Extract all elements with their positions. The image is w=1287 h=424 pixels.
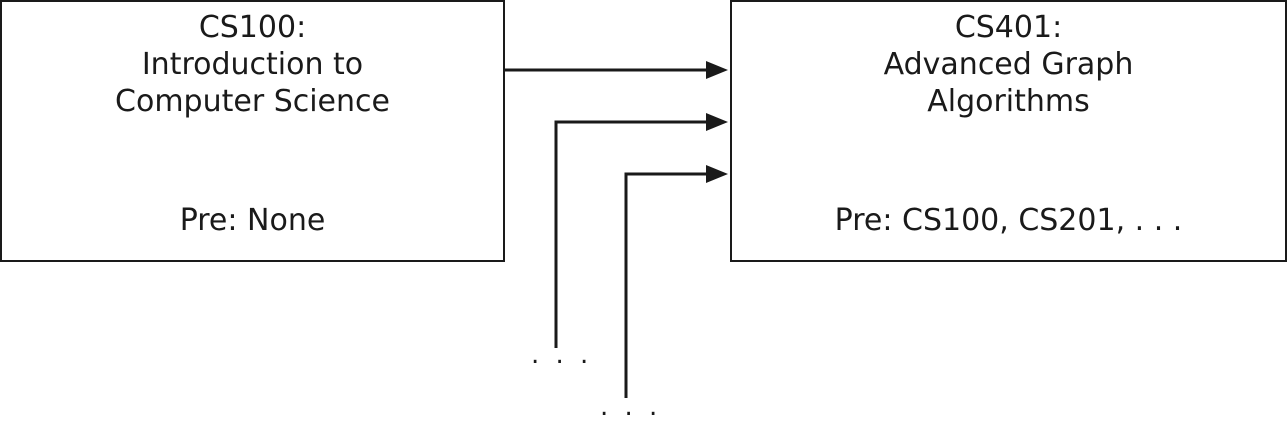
course-node-cs100: CS100: Introduction to Computer Science … — [0, 0, 505, 262]
prerequisites-cs401: Pre: CS100, CS201, . . . — [834, 203, 1183, 238]
edge-prereq-1-to-cs401 — [554, 120, 708, 348]
course-title-cs401: CS401: Advanced Graph Algorithms — [732, 9, 1285, 120]
edge-prereq-2-to-cs401 — [624, 172, 708, 398]
arrowhead-prereq-1-to-cs401 — [706, 113, 728, 131]
ellipsis-prereq-1: . . . — [531, 340, 593, 370]
course-node-cs401: CS401: Advanced Graph Algorithms Pre: CS… — [730, 0, 1287, 262]
course-code-cs401: CS401: — [954, 10, 1063, 45]
ellipsis-prereq-2: . . . — [600, 392, 662, 422]
course-name-line-2-cs100: Computer Science — [115, 84, 390, 119]
course-name-line-1-cs401: Advanced Graph — [883, 47, 1134, 82]
prerequisites-cs100: Pre: None — [179, 203, 326, 238]
course-name-line-2-cs401: Algorithms — [927, 84, 1090, 119]
arrowhead-prereq-2-to-cs401 — [706, 165, 728, 183]
arrowhead-cs100-to-cs401 — [706, 61, 728, 79]
course-code-cs100: CS100: — [198, 10, 307, 45]
course-title-cs100: CS100: Introduction to Computer Science — [2, 9, 503, 120]
course-name-line-1-cs100: Introduction to — [141, 47, 364, 82]
